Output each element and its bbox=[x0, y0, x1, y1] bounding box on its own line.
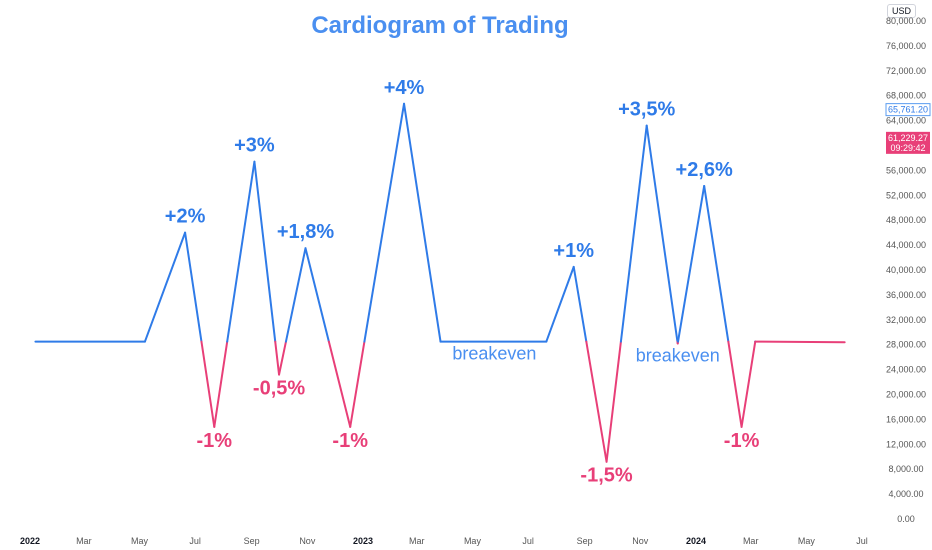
y-tick-label: 72,000.00 bbox=[886, 66, 926, 76]
price-tag-value: 61,229.27 bbox=[888, 133, 928, 143]
gain-segment bbox=[284, 247, 307, 343]
loss-segment bbox=[740, 340, 757, 428]
y-tick-label: 56,000.00 bbox=[886, 165, 926, 175]
x-tick-label: Jul bbox=[522, 536, 534, 546]
x-tick-label: 2024 bbox=[686, 536, 706, 546]
loss-segment bbox=[349, 340, 366, 428]
loss-segment bbox=[278, 340, 287, 376]
gain-label: +1,8% bbox=[277, 221, 334, 243]
y-tick-label: 20,000.00 bbox=[886, 390, 926, 400]
loss-segment bbox=[754, 340, 846, 344]
gain-label: +2% bbox=[165, 206, 206, 228]
y-tick-label: 16,000.00 bbox=[886, 414, 926, 424]
gain-segment bbox=[619, 124, 648, 343]
gain-segment bbox=[677, 184, 706, 343]
x-tick-label: Sep bbox=[244, 536, 260, 546]
y-tick-label: 12,000.00 bbox=[886, 439, 926, 449]
y-tick-label: 64,000.00 bbox=[886, 116, 926, 126]
gain-segment bbox=[143, 231, 187, 343]
price-tag-bg bbox=[886, 131, 930, 154]
breakeven-label: breakeven bbox=[452, 344, 536, 364]
x-tick-label: Mar bbox=[409, 536, 425, 546]
loss-segment bbox=[585, 340, 608, 463]
chart-title: Cardiogram of Trading bbox=[311, 12, 569, 39]
y-tick-label: 0.00 bbox=[897, 514, 915, 524]
y-tick-label: 24,000.00 bbox=[886, 365, 926, 375]
loss-segment bbox=[274, 340, 281, 376]
loss-label: -1,5% bbox=[580, 465, 632, 487]
gain-label: +1% bbox=[553, 240, 594, 262]
gain-label: +2,6% bbox=[676, 159, 733, 181]
gain-segment bbox=[645, 124, 679, 343]
y-tick-label: 4,000.00 bbox=[888, 489, 923, 499]
loss-segment bbox=[327, 340, 352, 428]
y-tick-label: 28,000.00 bbox=[886, 340, 926, 350]
y-tick-label: 76,000.00 bbox=[886, 41, 926, 51]
gain-segment bbox=[304, 247, 330, 343]
x-axis: 2022 Mar May Jul Sep Nov 2023 Mar May Jul Sep Nov 20… bbox=[20, 536, 868, 546]
loss-segment bbox=[727, 340, 743, 428]
x-tick-label: May bbox=[464, 536, 482, 546]
gain-segment bbox=[226, 160, 256, 343]
y-tick-label: 8,000.00 bbox=[888, 464, 923, 474]
x-tick-label: Mar bbox=[743, 536, 759, 546]
loss-segment bbox=[200, 340, 216, 428]
gain-segment bbox=[253, 160, 277, 343]
x-tick-label: Nov bbox=[632, 536, 649, 546]
loss-label: -1% bbox=[196, 430, 232, 452]
y-axis: 80,000.00 76,000.00 72,000.00 68,000.00 64,0… bbox=[886, 16, 926, 524]
price-tag-bg bbox=[885, 103, 931, 117]
x-tick-label: Jul bbox=[189, 536, 201, 546]
gain-segment bbox=[363, 102, 406, 343]
currency-badge[interactable]: USD bbox=[887, 4, 917, 18]
gain-segment bbox=[572, 265, 588, 343]
x-tick-label: May bbox=[798, 536, 816, 546]
loss-label: -1% bbox=[332, 430, 368, 452]
loss-label: -0,5% bbox=[253, 378, 305, 400]
gain-label: +4% bbox=[384, 77, 425, 99]
price-tag-value: 65,761.20 bbox=[888, 105, 928, 115]
gain-segment bbox=[545, 265, 575, 343]
gain-segment bbox=[403, 102, 442, 343]
x-tick-label: Mar bbox=[76, 536, 92, 546]
gain-label: +3,5% bbox=[618, 99, 675, 121]
series-lines bbox=[34, 102, 846, 463]
y-tick-label: 52,000.00 bbox=[886, 190, 926, 200]
gain-segment bbox=[184, 231, 203, 343]
x-tick-label: May bbox=[131, 536, 149, 546]
gain-label: +3% bbox=[234, 135, 275, 157]
loss-segment bbox=[213, 340, 229, 428]
y-tick-label: 40,000.00 bbox=[886, 265, 926, 275]
breakeven-label: breakeven bbox=[636, 345, 720, 365]
loss-label: -1% bbox=[724, 430, 760, 452]
gain-segment bbox=[703, 184, 730, 343]
x-tick-label: 2022 bbox=[20, 536, 40, 546]
y-tick-label: 36,000.00 bbox=[886, 290, 926, 300]
x-tick-label: Nov bbox=[299, 536, 316, 546]
x-tick-label: 2023 bbox=[353, 536, 373, 546]
y-tick-label: 68,000.00 bbox=[886, 91, 926, 101]
annotations: +2% +3% +1,8% +4% +1% +3,5% +2,6% -1% -0,5% -1% -1… bbox=[165, 77, 760, 487]
y-tick-label: 44,000.00 bbox=[886, 240, 926, 250]
loss-segment bbox=[605, 340, 622, 463]
y-tick-label: 80,000.00 bbox=[886, 16, 926, 26]
price-tag-time: 09:29:42 bbox=[890, 143, 925, 153]
y-tick-label: 48,000.00 bbox=[886, 215, 926, 225]
x-tick-label: Jul bbox=[856, 536, 868, 546]
x-tick-label: Sep bbox=[577, 536, 593, 546]
y-tick-label: 32,000.00 bbox=[886, 315, 926, 325]
